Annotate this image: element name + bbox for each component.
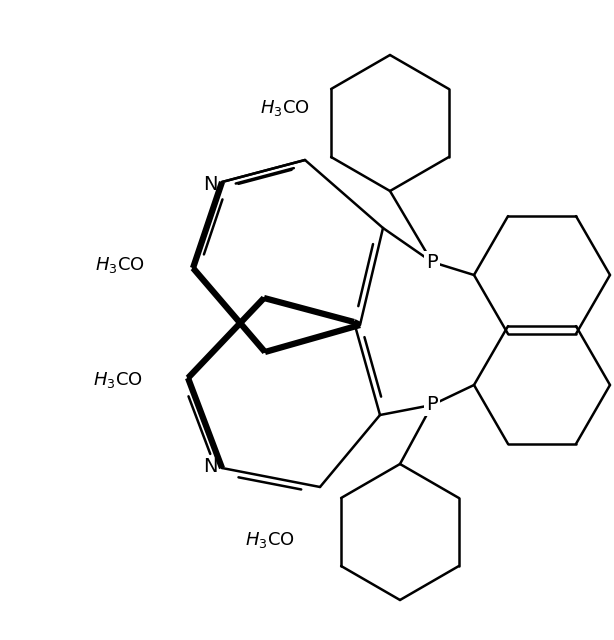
Text: N: N (203, 175, 217, 193)
Text: $H_3$CO: $H_3$CO (245, 530, 295, 550)
Text: $H_3$CO: $H_3$CO (95, 255, 145, 275)
Text: $H_3$CO: $H_3$CO (93, 370, 143, 390)
Text: $H_3$CO: $H_3$CO (260, 98, 310, 118)
Text: P: P (426, 396, 438, 415)
Text: P: P (426, 253, 438, 271)
Text: N: N (203, 456, 217, 476)
